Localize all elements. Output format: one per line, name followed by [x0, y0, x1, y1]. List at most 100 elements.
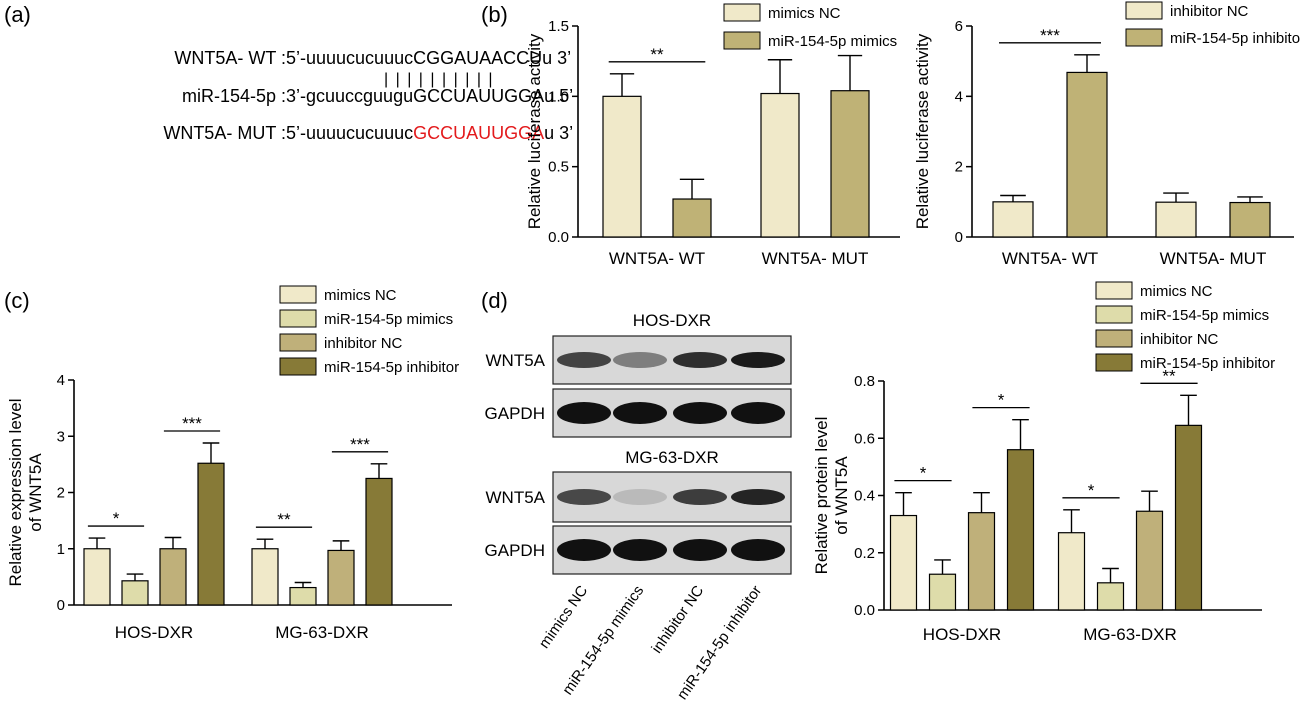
y-tick-label: 2 — [57, 485, 65, 502]
blot-lane-label: inhibitor NC — [648, 582, 707, 656]
significance-marker: *** — [1040, 26, 1060, 45]
blot-row-label: GAPDH — [485, 404, 545, 423]
bar — [992, 201, 1034, 238]
significance-marker: * — [920, 464, 927, 483]
bar — [1155, 201, 1197, 238]
sequence-alignment: WNT5A- WT : 5’-uuuucucuuucCGGAUAACCUu 3’… — [163, 48, 573, 143]
y-tick-label: 0.5 — [548, 159, 569, 176]
y-axis-label: of WNT5A — [832, 456, 851, 535]
legend-swatch — [1125, 28, 1163, 47]
blot-lane-label: mimics NC — [536, 582, 592, 651]
y-tick-label: 6 — [955, 18, 963, 35]
x-category-label: MG-63-DXR — [275, 623, 369, 642]
western-blot: HOS-DXR WNT5A GAPDH MG-63-DXR WNT5A GAPDH mimi… — [485, 311, 792, 703]
legend-label: miR-154-5p inhibitor — [1170, 30, 1300, 47]
legend-label: inhibitor NC — [1140, 331, 1219, 348]
y-tick-label: 2 — [955, 159, 963, 176]
y-tick-label: 0.0 — [548, 229, 569, 246]
mir-seq-prefix: 3’-gcuuccguugu — [286, 86, 413, 106]
legend-swatch — [1095, 305, 1133, 324]
legend-label: mimics NC — [1140, 283, 1213, 300]
base-pairing-lines: | | | | | | | | | | — [384, 71, 494, 88]
bar — [830, 90, 870, 238]
blot-band — [673, 539, 727, 561]
legend-swatch — [1095, 353, 1133, 372]
y-tick-label: 4 — [955, 88, 963, 105]
legend-label: inhibitor NC — [324, 335, 403, 352]
significance-marker: *** — [182, 414, 202, 433]
legend-swatch — [723, 3, 761, 22]
blot-row-label: WNT5A — [486, 351, 546, 370]
blot-band — [731, 489, 785, 505]
mut-row-sequence: 5’-uuuucucuuucGCCUAUUGGAu 3’ — [286, 123, 573, 143]
blot-band — [731, 402, 785, 424]
bar — [365, 477, 393, 606]
legend-swatch — [1125, 1, 1163, 20]
legend-swatch — [279, 357, 317, 376]
mut-seq-suffix: u 3’ — [544, 123, 573, 143]
bar — [672, 198, 712, 238]
y-axis-label: Relative luciferase activity — [525, 33, 544, 229]
y-tick-label: 0 — [57, 597, 65, 614]
mut-seq-site: GCCUAUUGGA — [413, 123, 544, 143]
legend-label: inhibitor NC — [1170, 3, 1249, 20]
significance-marker: * — [113, 509, 120, 528]
x-category-label: WNT5A- WT — [609, 249, 705, 268]
blot-band — [613, 539, 667, 561]
significance-marker: * — [998, 391, 1005, 410]
bar — [928, 573, 957, 611]
legend-swatch — [279, 285, 317, 304]
mir-seq-suffix: u 5’ — [544, 86, 573, 106]
legend-label: miR-154-5p mimics — [324, 311, 453, 328]
legend-swatch — [1095, 281, 1133, 300]
y-tick-label: 1.5 — [548, 18, 569, 35]
x-category-label: WNT5A- WT — [1002, 249, 1098, 268]
chart-protein-level: 0.0 0.2 0.4 0.6 0.8 Relative protein level of … — [812, 281, 1275, 644]
blot-group-title: HOS-DXR — [633, 311, 711, 330]
blot-band — [673, 402, 727, 424]
legend-swatch — [1095, 329, 1133, 348]
bar — [1135, 510, 1164, 611]
blot-row-label: WNT5A — [486, 488, 546, 507]
chart-expression-level: 0 1 2 3 4 Relative expression level of WNT5A HO… — [6, 285, 459, 642]
y-axis-label: Relative expression level — [6, 398, 25, 586]
bar — [83, 548, 111, 606]
mut-seq-prefix: 5’-uuuucucuuuc — [286, 123, 413, 143]
legend-label: miR-154-5p inhibitor — [1140, 355, 1275, 372]
bar — [602, 95, 642, 238]
significance-marker: ** — [650, 45, 664, 64]
bar — [1057, 532, 1086, 611]
panel-c-label: (c) — [4, 288, 30, 313]
blot-band — [557, 539, 611, 561]
y-tick-label: 0.2 — [854, 545, 875, 562]
bar — [251, 548, 279, 606]
wt-row-name: WNT5A- WT : — [174, 48, 286, 68]
bar — [159, 548, 187, 606]
legend-label: mimics NC — [324, 287, 397, 304]
blot-band — [557, 402, 611, 424]
bar — [760, 92, 800, 238]
bar — [889, 514, 918, 611]
x-category-label: HOS-DXR — [923, 625, 1001, 644]
wt-seq-prefix: 5’-uuuucucuuuc — [286, 48, 413, 68]
blot-band — [731, 539, 785, 561]
x-category-label: HOS-DXR — [115, 623, 193, 642]
wt-seq-site: CGGAUAACCU — [413, 48, 542, 68]
panel-d-label: (d) — [481, 288, 508, 313]
significance-marker: *** — [350, 435, 370, 454]
blot-band — [613, 489, 667, 505]
y-tick-label: 1.0 — [548, 88, 569, 105]
bar — [1006, 449, 1035, 611]
bar — [967, 512, 996, 611]
legend-swatch — [723, 31, 761, 50]
blot-group-title: MG-63-DXR — [625, 448, 719, 467]
wt-row-sequence: 5’-uuuucucuuucCGGAUAACCUu 3’ — [286, 48, 571, 68]
y-tick-label: 3 — [57, 428, 65, 445]
x-category-label: WNT5A- MUT — [762, 249, 869, 268]
bar — [1229, 201, 1271, 238]
bar — [327, 549, 355, 606]
significance-marker: * — [1088, 481, 1095, 500]
y-axis-label: of WNT5A — [26, 453, 45, 532]
blot-band — [557, 352, 611, 368]
